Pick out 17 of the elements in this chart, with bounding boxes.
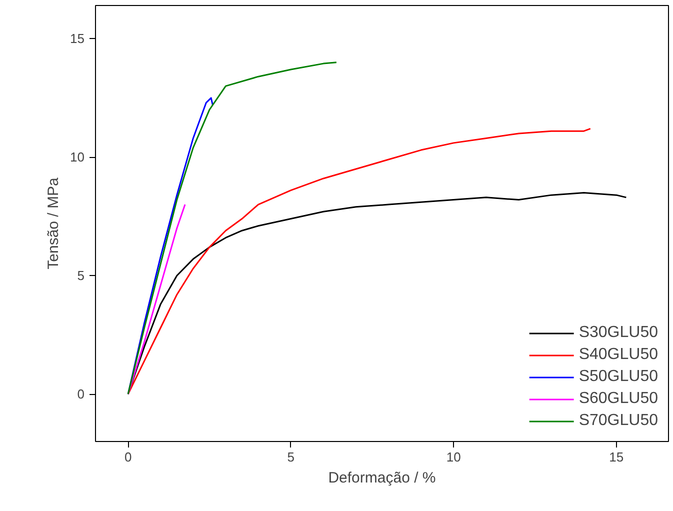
x-tick-label: 15 (609, 450, 624, 464)
y-tick-label: 5 (77, 268, 85, 284)
x-tick-label: 10 (446, 450, 461, 464)
x-tick-label: 5 (287, 450, 294, 464)
legend-label: S30GLU50 (578, 324, 658, 342)
legend-label: S40GLU50 (578, 346, 658, 364)
y-tick-label: 15 (70, 31, 85, 46)
y-tick-label: 0 (77, 386, 85, 402)
legend-label: S50GLU50 (578, 368, 658, 386)
legend-label: S70GLU50 (578, 412, 658, 430)
x-axis-title: Deformação / % (328, 470, 436, 486)
legend-label: S60GLU50 (578, 390, 658, 408)
line-series (127, 62, 338, 395)
y-axis-title: Tensão / MPa (45, 176, 62, 270)
y-tick-label: 10 (70, 150, 85, 165)
x-tick-label: 0 (124, 450, 132, 464)
line-series (127, 204, 186, 395)
